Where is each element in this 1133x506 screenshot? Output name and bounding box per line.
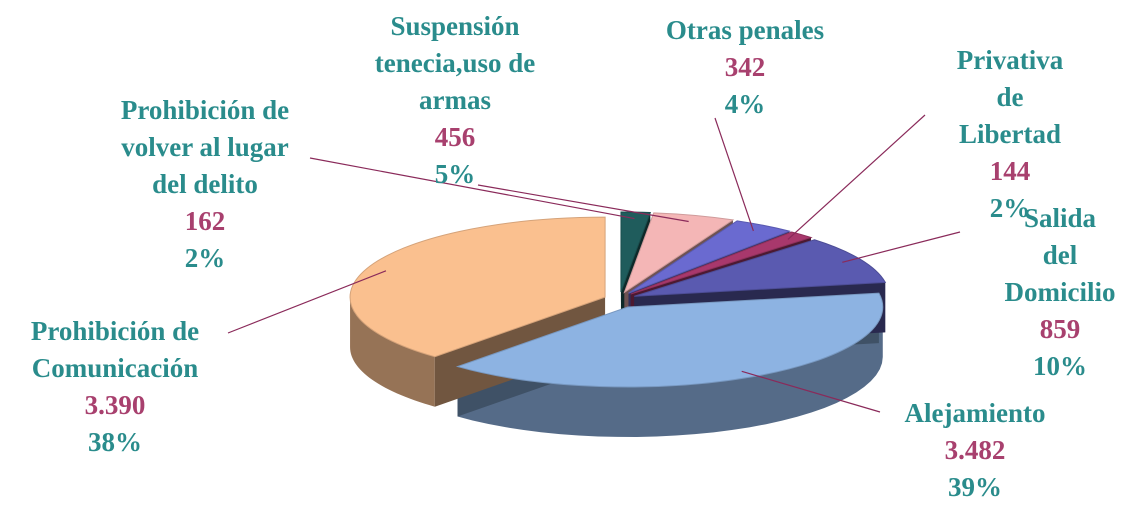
percent-label: 38% [31, 424, 199, 461]
percent-label: 2% [121, 240, 289, 277]
category-label: Salida del Domicilio [1005, 200, 1116, 311]
category-label: Prohibición de Comunicación [31, 313, 199, 387]
leader-line [842, 232, 960, 262]
value-label: 859 [1005, 311, 1116, 348]
value-label: 3.390 [31, 387, 199, 424]
category-label: Otras penales [666, 12, 824, 49]
percent-label: 39% [905, 469, 1046, 506]
category-label: Prohibición de volver al lugar del delit… [121, 92, 289, 203]
value-label: 456 [375, 119, 535, 156]
percent-label: 5% [375, 156, 535, 193]
percent-label: 10% [1005, 348, 1116, 385]
leader-line [788, 115, 925, 239]
data-label: Prohibición de volver al lugar del delit… [121, 92, 289, 277]
category-label: Suspensión tenecia,uso de armas [375, 8, 535, 119]
value-label: 162 [121, 203, 289, 240]
percent-label: 4% [666, 86, 824, 123]
category-label: Privativa de Libertad [949, 42, 1072, 153]
category-label: Alejamiento [905, 395, 1046, 432]
value-label: 342 [666, 49, 824, 86]
value-label: 144 [949, 153, 1072, 190]
value-label: 3.482 [905, 432, 1046, 469]
leader-line [715, 118, 753, 231]
